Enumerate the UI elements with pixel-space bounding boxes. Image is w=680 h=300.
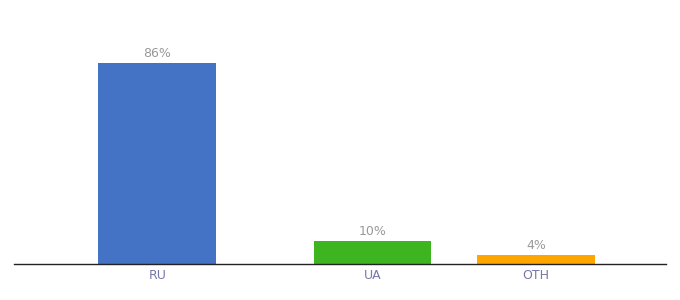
Bar (477, 255, 594, 264)
Text: 86%: 86% (143, 47, 171, 60)
Text: 10%: 10% (359, 225, 386, 238)
Text: 4%: 4% (526, 239, 546, 252)
Bar (99, 63, 216, 264)
Bar (314, 241, 431, 264)
